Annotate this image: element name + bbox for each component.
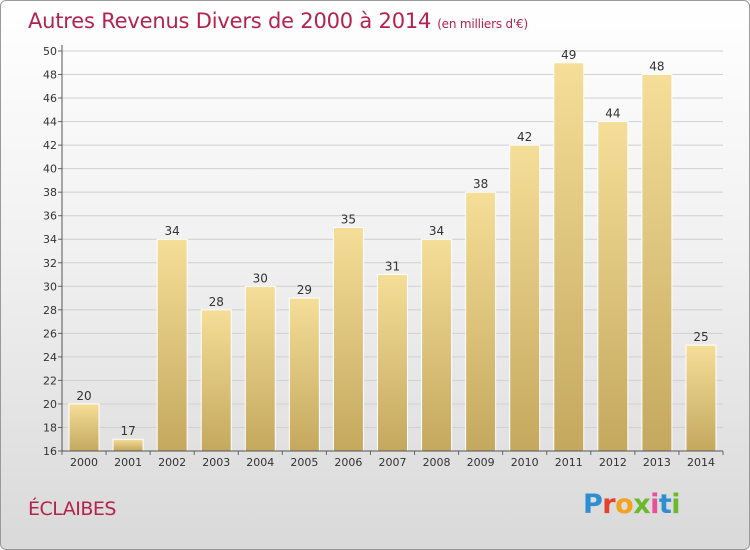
bar-value-label: 20	[76, 389, 91, 403]
bar-value-label: 49	[561, 48, 576, 62]
labels: 16 18 20 22 24 26 28 30 32 34 36 38 40 42 44 46 48 50 20 20…	[43, 45, 715, 469]
y-tick-label: 28	[43, 304, 57, 317]
y-tick-label: 44	[43, 116, 57, 129]
x-tick-label: 2001	[114, 456, 142, 469]
x-tick-label: 2013	[643, 456, 671, 469]
x-tick-label: 2000	[70, 456, 98, 469]
proxiti-logo[interactable]: Proxiti	[583, 489, 681, 520]
y-tick-label: 40	[43, 163, 57, 176]
bar-value-label: 38	[473, 177, 488, 191]
x-tick-label: 2007	[379, 456, 407, 469]
bar-value-label: 30	[253, 271, 268, 285]
x-tick-label: 2006	[334, 456, 362, 469]
bar-2002	[156, 238, 188, 452]
x-tick-label: 2005	[290, 456, 318, 469]
bar-2013	[641, 74, 673, 452]
x-tick-label: 2014	[687, 456, 715, 469]
logo-letter: r	[602, 489, 616, 520]
y-tick-label: 34	[43, 233, 57, 246]
bar-2001	[112, 438, 144, 452]
y-tick-label: 22	[43, 374, 57, 387]
y-tick-label: 32	[43, 257, 57, 270]
y-tick-label: 24	[43, 351, 57, 364]
bar-value-label: 25	[693, 330, 708, 344]
bar-2012	[597, 121, 629, 452]
bar-2006	[332, 226, 364, 452]
bar-value-label: 17	[120, 424, 135, 438]
logo-letter: P	[583, 489, 603, 520]
y-tick-label: 36	[43, 210, 57, 223]
logo-letter: t	[658, 489, 672, 520]
bar-2011	[553, 62, 585, 452]
y-tick-label: 46	[43, 92, 57, 105]
bar-value-label: 42	[517, 130, 532, 144]
bar-value-label: 34	[429, 224, 444, 238]
x-tick-label: 2010	[511, 456, 539, 469]
bar-value-label: 35	[341, 212, 356, 226]
y-tick-label: 18	[43, 421, 57, 434]
y-tick-label: 30	[43, 280, 57, 293]
bar-2003	[200, 309, 232, 452]
y-tick-label: 42	[43, 139, 57, 152]
logo-letter: i	[650, 489, 659, 520]
logo-letter: o	[615, 489, 634, 520]
y-tick-label: 50	[43, 45, 57, 58]
logo-letter: x	[633, 489, 651, 520]
y-tick-label: 26	[43, 327, 57, 340]
bars	[68, 62, 717, 452]
bar-2005	[288, 297, 320, 452]
y-tick-label: 48	[43, 69, 57, 82]
x-tick-label: 2009	[467, 456, 495, 469]
chart-title: Autres Revenus Divers de 2000 à 2014 (en …	[28, 9, 528, 33]
bar-value-label: 34	[165, 224, 180, 238]
y-tick-label: 20	[43, 398, 57, 411]
bar-2010	[509, 144, 541, 452]
x-tick-label: 2011	[555, 456, 583, 469]
bar-2014	[685, 344, 717, 452]
x-tick-label: 2003	[202, 456, 230, 469]
commune-name: ÉCLAIBES	[28, 498, 117, 520]
x-tick-label: 2012	[599, 456, 627, 469]
bar-value-label: 29	[297, 283, 312, 297]
bar-2008	[421, 238, 453, 452]
bar-value-label: 48	[649, 60, 664, 74]
axes	[58, 45, 724, 455]
bar-2007	[377, 274, 408, 452]
bar-value-label: 28	[209, 295, 224, 309]
bar-2000	[68, 403, 100, 452]
bar-value-label: 31	[385, 260, 400, 274]
x-tick-label: 2008	[423, 456, 451, 469]
y-tick-label: 38	[43, 186, 57, 199]
bar-value-label: 44	[605, 107, 620, 121]
logo-letter: i	[671, 489, 681, 520]
y-tick-label: 16	[43, 445, 57, 458]
chart-title-text: Autres Revenus Divers de 2000 à 2014	[28, 9, 432, 33]
bar-2009	[465, 191, 497, 452]
x-tick-label: 2004	[246, 456, 274, 469]
bar-2004	[244, 285, 276, 452]
chart-unit: (en milliers d'€)	[437, 17, 528, 31]
x-tick-label: 2002	[158, 456, 186, 469]
